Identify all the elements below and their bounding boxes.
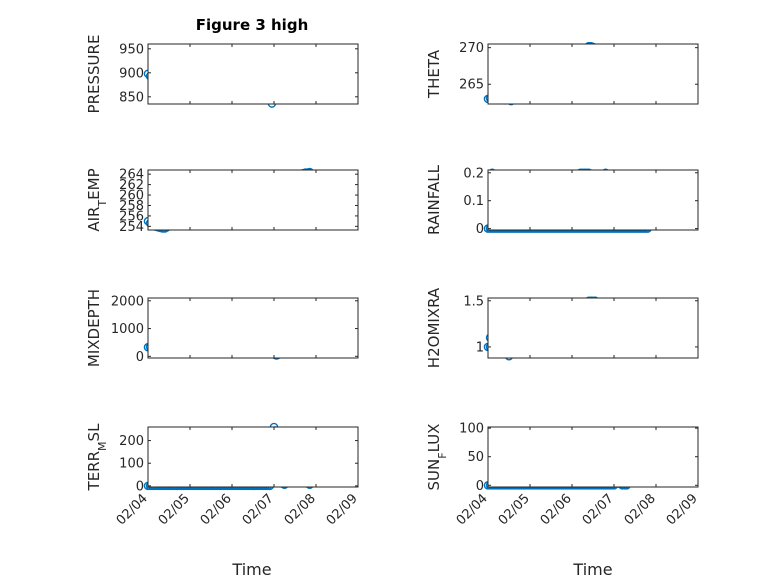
- y-axis-label: SUNFLUX: [425, 424, 449, 491]
- y-tick-label: 264: [119, 168, 144, 183]
- y-axis-label: RAINFALL: [425, 164, 443, 235]
- y-tick-label: 0.2: [463, 166, 484, 181]
- y-axis-label: MIXDEPTH: [85, 289, 103, 367]
- y-tick-label: 260: [119, 189, 144, 204]
- x-tick-label: 02/04: [454, 491, 491, 528]
- y-axis-label-subscript: M: [96, 441, 109, 451]
- y-tick-label: 0: [476, 222, 484, 237]
- axes-box: [487, 43, 699, 105]
- y-axis-label-text: RAINFALL: [425, 164, 443, 235]
- figure-title: Figure 3 high: [196, 16, 309, 34]
- y-tick-label: 950: [119, 42, 144, 57]
- y-tick-label: 1000: [111, 322, 144, 337]
- x-tick-label: 02/09: [664, 491, 701, 528]
- y-tick-label: 850: [119, 90, 144, 105]
- y-tick-label: 265: [459, 78, 484, 93]
- y-axis-label-text: H2OMIXRA: [425, 287, 443, 368]
- x-tick-label: 02/08: [282, 491, 319, 528]
- x-axis-label-right: Time: [572, 560, 612, 579]
- y-tick-label: 1: [476, 340, 484, 355]
- y-axis-label-text: SUN: [425, 459, 443, 491]
- y-axis-label: PRESSURE: [85, 35, 103, 114]
- y-tick-label: 0: [136, 350, 144, 365]
- x-tick-label: 02/06: [538, 491, 575, 528]
- y-tick-label: 2000: [111, 294, 144, 309]
- y-tick-label: 900: [119, 66, 144, 81]
- x-tick-label: 02/05: [496, 491, 533, 528]
- y-tick-label: 254: [119, 220, 144, 235]
- y-tick-label: 256: [119, 209, 144, 224]
- subplot-mixdepth: 0 1000 2000 MIXDEPTH: [85, 289, 359, 367]
- y-axis-label: AIRTEMP: [85, 168, 109, 231]
- y-axis-label-rest: LUX: [425, 424, 443, 453]
- x-tick-label: 02/07: [580, 491, 617, 528]
- y-tick-label: 258: [119, 199, 144, 214]
- y-axis-label-subscript: T: [96, 200, 109, 208]
- subplot-pressure: 850 900 950 PRESSURE: [85, 35, 359, 114]
- y-tick-label: 1.5: [463, 294, 484, 309]
- axes-box: [487, 426, 699, 488]
- y-axis-label-text: TERR: [85, 451, 103, 492]
- subplot-rainfall: 0 0.1 0.2 RAINFALL: [425, 164, 699, 237]
- y-axis-label-subscript: F: [436, 452, 449, 458]
- y-tick-label: 262: [119, 178, 144, 193]
- axes-box: [147, 43, 359, 105]
- subplot-theta: 265 270 THETA: [425, 41, 699, 106]
- y-tick-label: 0: [136, 479, 144, 494]
- y-tick-label: 200: [119, 434, 144, 449]
- y-tick-label: 0.1: [463, 194, 484, 209]
- y-axis-label-rest: SL: [85, 423, 103, 442]
- y-axis-label-text: AIR: [85, 207, 103, 232]
- x-tick-label: 02/05: [156, 491, 193, 528]
- y-axis-label-text: MIXDEPTH: [85, 289, 103, 367]
- y-axis-label: THETA: [425, 49, 443, 99]
- y-tick-label: 100: [459, 422, 484, 437]
- y-tick-label: 100: [119, 457, 144, 472]
- y-axis-label-rest: EMP: [85, 168, 103, 199]
- x-tick-label: 02/09: [324, 491, 361, 528]
- y-axis-label: TERRMSL: [85, 423, 109, 492]
- axes-box: [487, 297, 699, 359]
- y-axis-label: H2OMIXRA: [425, 287, 443, 368]
- x-tick-label: 02/04: [114, 491, 151, 528]
- axes-box: [147, 169, 359, 231]
- x-tick-label: 02/07: [240, 491, 277, 528]
- subplot-h2omixra: 1 1.5 H2OMIXRA: [425, 287, 699, 368]
- axes-box: [487, 169, 699, 231]
- x-tick-label: 02/08: [622, 491, 659, 528]
- axes-box: [147, 426, 359, 488]
- x-axis-label-left: Time: [231, 560, 271, 579]
- axes-box: [147, 297, 359, 359]
- y-tick-label: 50: [467, 450, 484, 465]
- x-tick-label: 02/06: [198, 491, 235, 528]
- y-tick-label: 0: [476, 479, 484, 494]
- y-tick-label: 270: [459, 41, 484, 56]
- y-axis-label-text: PRESSURE: [85, 35, 103, 114]
- y-axis-label-text: THETA: [425, 49, 443, 99]
